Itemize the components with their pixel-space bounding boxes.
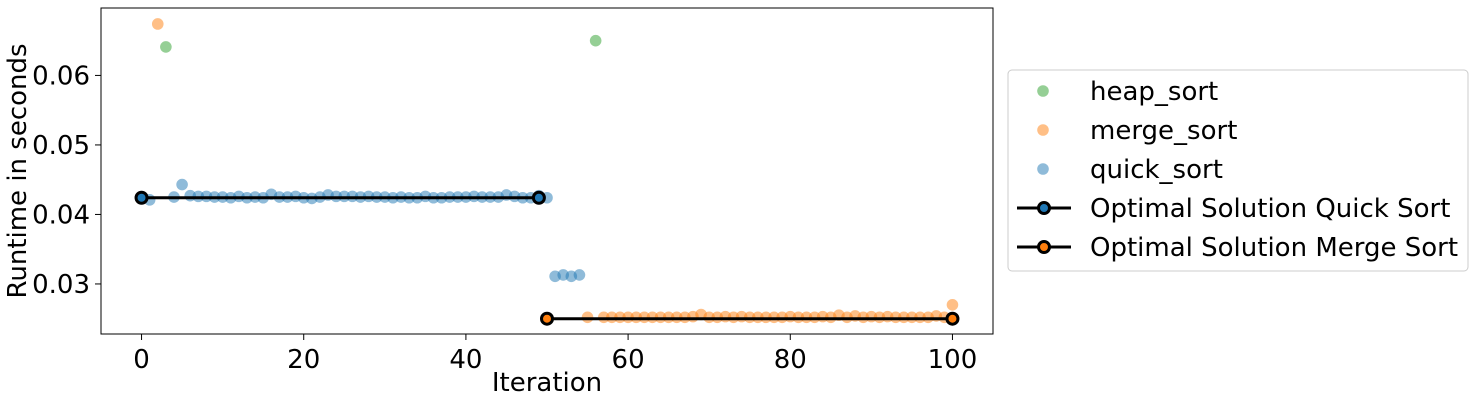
x-tick-label: 0 [133, 345, 150, 375]
legend-swatch [1037, 163, 1049, 175]
merge-sort-point [946, 299, 959, 311]
quick-sort-point [176, 178, 188, 191]
legend: heap_sort merge_sort quick_sort Optimal Sol… [1007, 69, 1469, 272]
x-tick-label: 80 [774, 345, 807, 375]
legend-label: heap_sort [1090, 77, 1218, 107]
chart-marks [134, 18, 960, 326]
legend-label: merge_sort [1090, 116, 1237, 146]
merge-sort-point [151, 18, 164, 30]
legend-entry-merge-sort: merge_sort [1037, 116, 1237, 146]
heap-sort-point [589, 34, 602, 47]
x-tick-label: 60 [612, 345, 645, 375]
x-tick-label: 20 [287, 345, 320, 375]
optimal-solution-merge-sort-marker [945, 311, 960, 326]
legend-label: quick_sort [1090, 155, 1223, 185]
series-optimal-solution-merge-sort [540, 311, 960, 326]
legend-swatch-marker [1037, 201, 1051, 215]
legend-swatch [1037, 124, 1049, 136]
plot-frame [100, 7, 994, 335]
legend-entry-optimal-solution-quick-sort: Optimal Solution Quick Sort [1017, 194, 1450, 224]
x-axis-label: Iteration [492, 368, 602, 398]
plot-area [101, 8, 993, 334]
y-tick-label: 0.05 [32, 131, 90, 161]
optimal-solution-merge-sort-marker [540, 311, 554, 326]
legend-label: Optimal Solution Quick Sort [1090, 194, 1450, 224]
legend-swatch-marker [1037, 240, 1051, 254]
series-optimal-solution-quick-sort [134, 190, 546, 205]
optimal-solution-quick-sort-marker [531, 190, 546, 205]
legend-entry-optimal-solution-merge-sort: Optimal Solution Merge Sort [1017, 233, 1458, 263]
y-tick-label: 0.06 [32, 61, 90, 91]
legend-label: Optimal Solution Merge Sort [1090, 233, 1458, 263]
x-tick-label: 40 [449, 345, 482, 375]
x-axis-ticks: 0 20 40 60 80 100 [133, 334, 977, 375]
series-heap-sort [160, 34, 602, 53]
heap-sort-point [160, 41, 172, 53]
legend-frame [1007, 69, 1469, 272]
optimal-solution-quick-sort-marker [134, 190, 149, 205]
x-tick-label: 100 [928, 345, 978, 375]
y-tick-label: 0.04 [32, 200, 90, 230]
y-tick-label: 0.03 [32, 270, 90, 300]
quick-sort-point [573, 269, 586, 281]
legend-entry-quick-sort: quick_sort [1037, 155, 1223, 185]
legend-entry-heap-sort: heap_sort [1037, 77, 1218, 107]
legend-swatch [1037, 85, 1049, 97]
y-axis-ticks: 0.03 0.04 0.05 0.06 [32, 61, 101, 300]
y-axis-label: Runtime in seconds [3, 43, 33, 298]
